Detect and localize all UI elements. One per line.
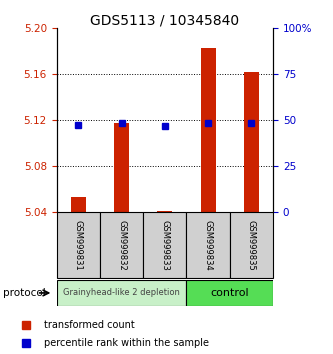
Text: protocol: protocol [3, 288, 46, 298]
Text: Grainyhead-like 2 depletion: Grainyhead-like 2 depletion [63, 289, 180, 297]
Bar [57, 212, 100, 278]
Bar [200, 48, 216, 212]
Bar [186, 212, 230, 278]
Text: GSM999835: GSM999835 [247, 220, 256, 270]
Text: GSM999831: GSM999831 [74, 220, 83, 270]
Bar [71, 198, 86, 212]
Text: percentile rank within the sample: percentile rank within the sample [44, 338, 209, 348]
Title: GDS5113 / 10345840: GDS5113 / 10345840 [90, 13, 239, 27]
Bar [157, 211, 172, 212]
Text: GSM999834: GSM999834 [203, 220, 213, 270]
Bar [143, 212, 186, 278]
Bar [186, 280, 273, 306]
Text: GSM999833: GSM999833 [160, 220, 169, 270]
Bar [114, 123, 129, 212]
Bar [244, 72, 259, 212]
Bar [230, 212, 273, 278]
Text: transformed count: transformed count [44, 320, 135, 330]
Text: control: control [210, 288, 249, 298]
Bar [57, 280, 186, 306]
Text: GSM999832: GSM999832 [117, 220, 126, 270]
Bar [100, 212, 143, 278]
